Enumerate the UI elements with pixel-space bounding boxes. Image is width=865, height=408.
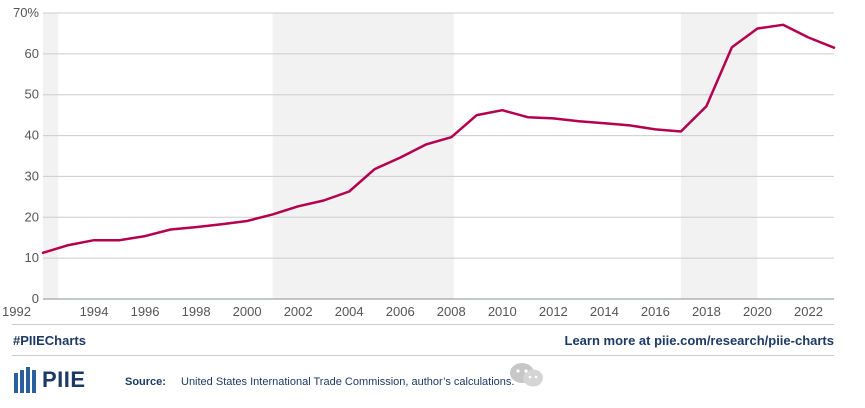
x-tick-label-2020: 2020 (743, 304, 772, 319)
x-tick-label-1992: 1992 (2, 304, 31, 319)
line-chart: 0 10 20 30 40 50 60 70% 1992 1994 1996 1998 2000 200… (2, 5, 836, 319)
x-tick-label-1994: 1994 (80, 304, 109, 319)
y-tick-label-10: 10 (25, 250, 39, 265)
x-tick-label-2014: 2014 (590, 304, 619, 319)
recession-shading (43, 13, 758, 299)
y-axis-tick-labels: 0 10 20 30 40 50 60 70% (13, 5, 39, 306)
source-label: Source: (125, 376, 166, 388)
x-axis-tick-labels: 1992 1994 1996 1998 2000 2002 2004 2006 2008 2010… (2, 304, 823, 319)
shaded-period-2 (680, 13, 758, 299)
footer-rule-bottom (12, 355, 834, 356)
y-tick-label-0: 0 (32, 291, 39, 306)
x-tick-label-1998: 1998 (182, 304, 211, 319)
series-line-0 (41, 23, 836, 255)
shaded-period-0 (43, 13, 59, 299)
x-tick-label-2006: 2006 (386, 304, 415, 319)
x-tick-label-2012: 2012 (539, 304, 568, 319)
series-line-layer (41, 23, 836, 255)
y-tick-label-70: 70% (13, 5, 39, 20)
wechat-watermark-icon (510, 363, 543, 387)
x-tick-label-2010: 2010 (488, 304, 517, 319)
y-tick-label-60: 60 (25, 46, 39, 61)
x-tick-label-2022: 2022 (794, 304, 823, 319)
learn-more-link[interactable]: Learn more at piie.com/research/piie-cha… (564, 333, 835, 348)
x-tick-label-1996: 1996 (131, 304, 160, 319)
logo-text: PIIE (42, 367, 86, 392)
x-tick-label-2016: 2016 (641, 304, 670, 319)
shaded-period-1 (272, 13, 454, 299)
x-tick-label-2002: 2002 (284, 304, 313, 319)
y-tick-label-50: 50 (25, 87, 39, 102)
x-tick-label-2018: 2018 (692, 304, 721, 319)
x-tick-label-2004: 2004 (335, 304, 364, 319)
piie-logo: PIIE (13, 365, 86, 395)
source-text: United States International Trade Commis… (181, 376, 515, 388)
gridlines (43, 12, 834, 300)
x-tick-label-2000: 2000 (233, 304, 262, 319)
y-tick-label-20: 20 (25, 209, 39, 224)
y-tick-label-40: 40 (25, 128, 39, 143)
columns-icon (14, 367, 36, 393)
x-tick-label-2008: 2008 (437, 304, 466, 319)
y-tick-label-30: 30 (25, 168, 39, 183)
footer-rule-top (12, 324, 834, 325)
hashtag-label: #PIIECharts (13, 333, 86, 348)
